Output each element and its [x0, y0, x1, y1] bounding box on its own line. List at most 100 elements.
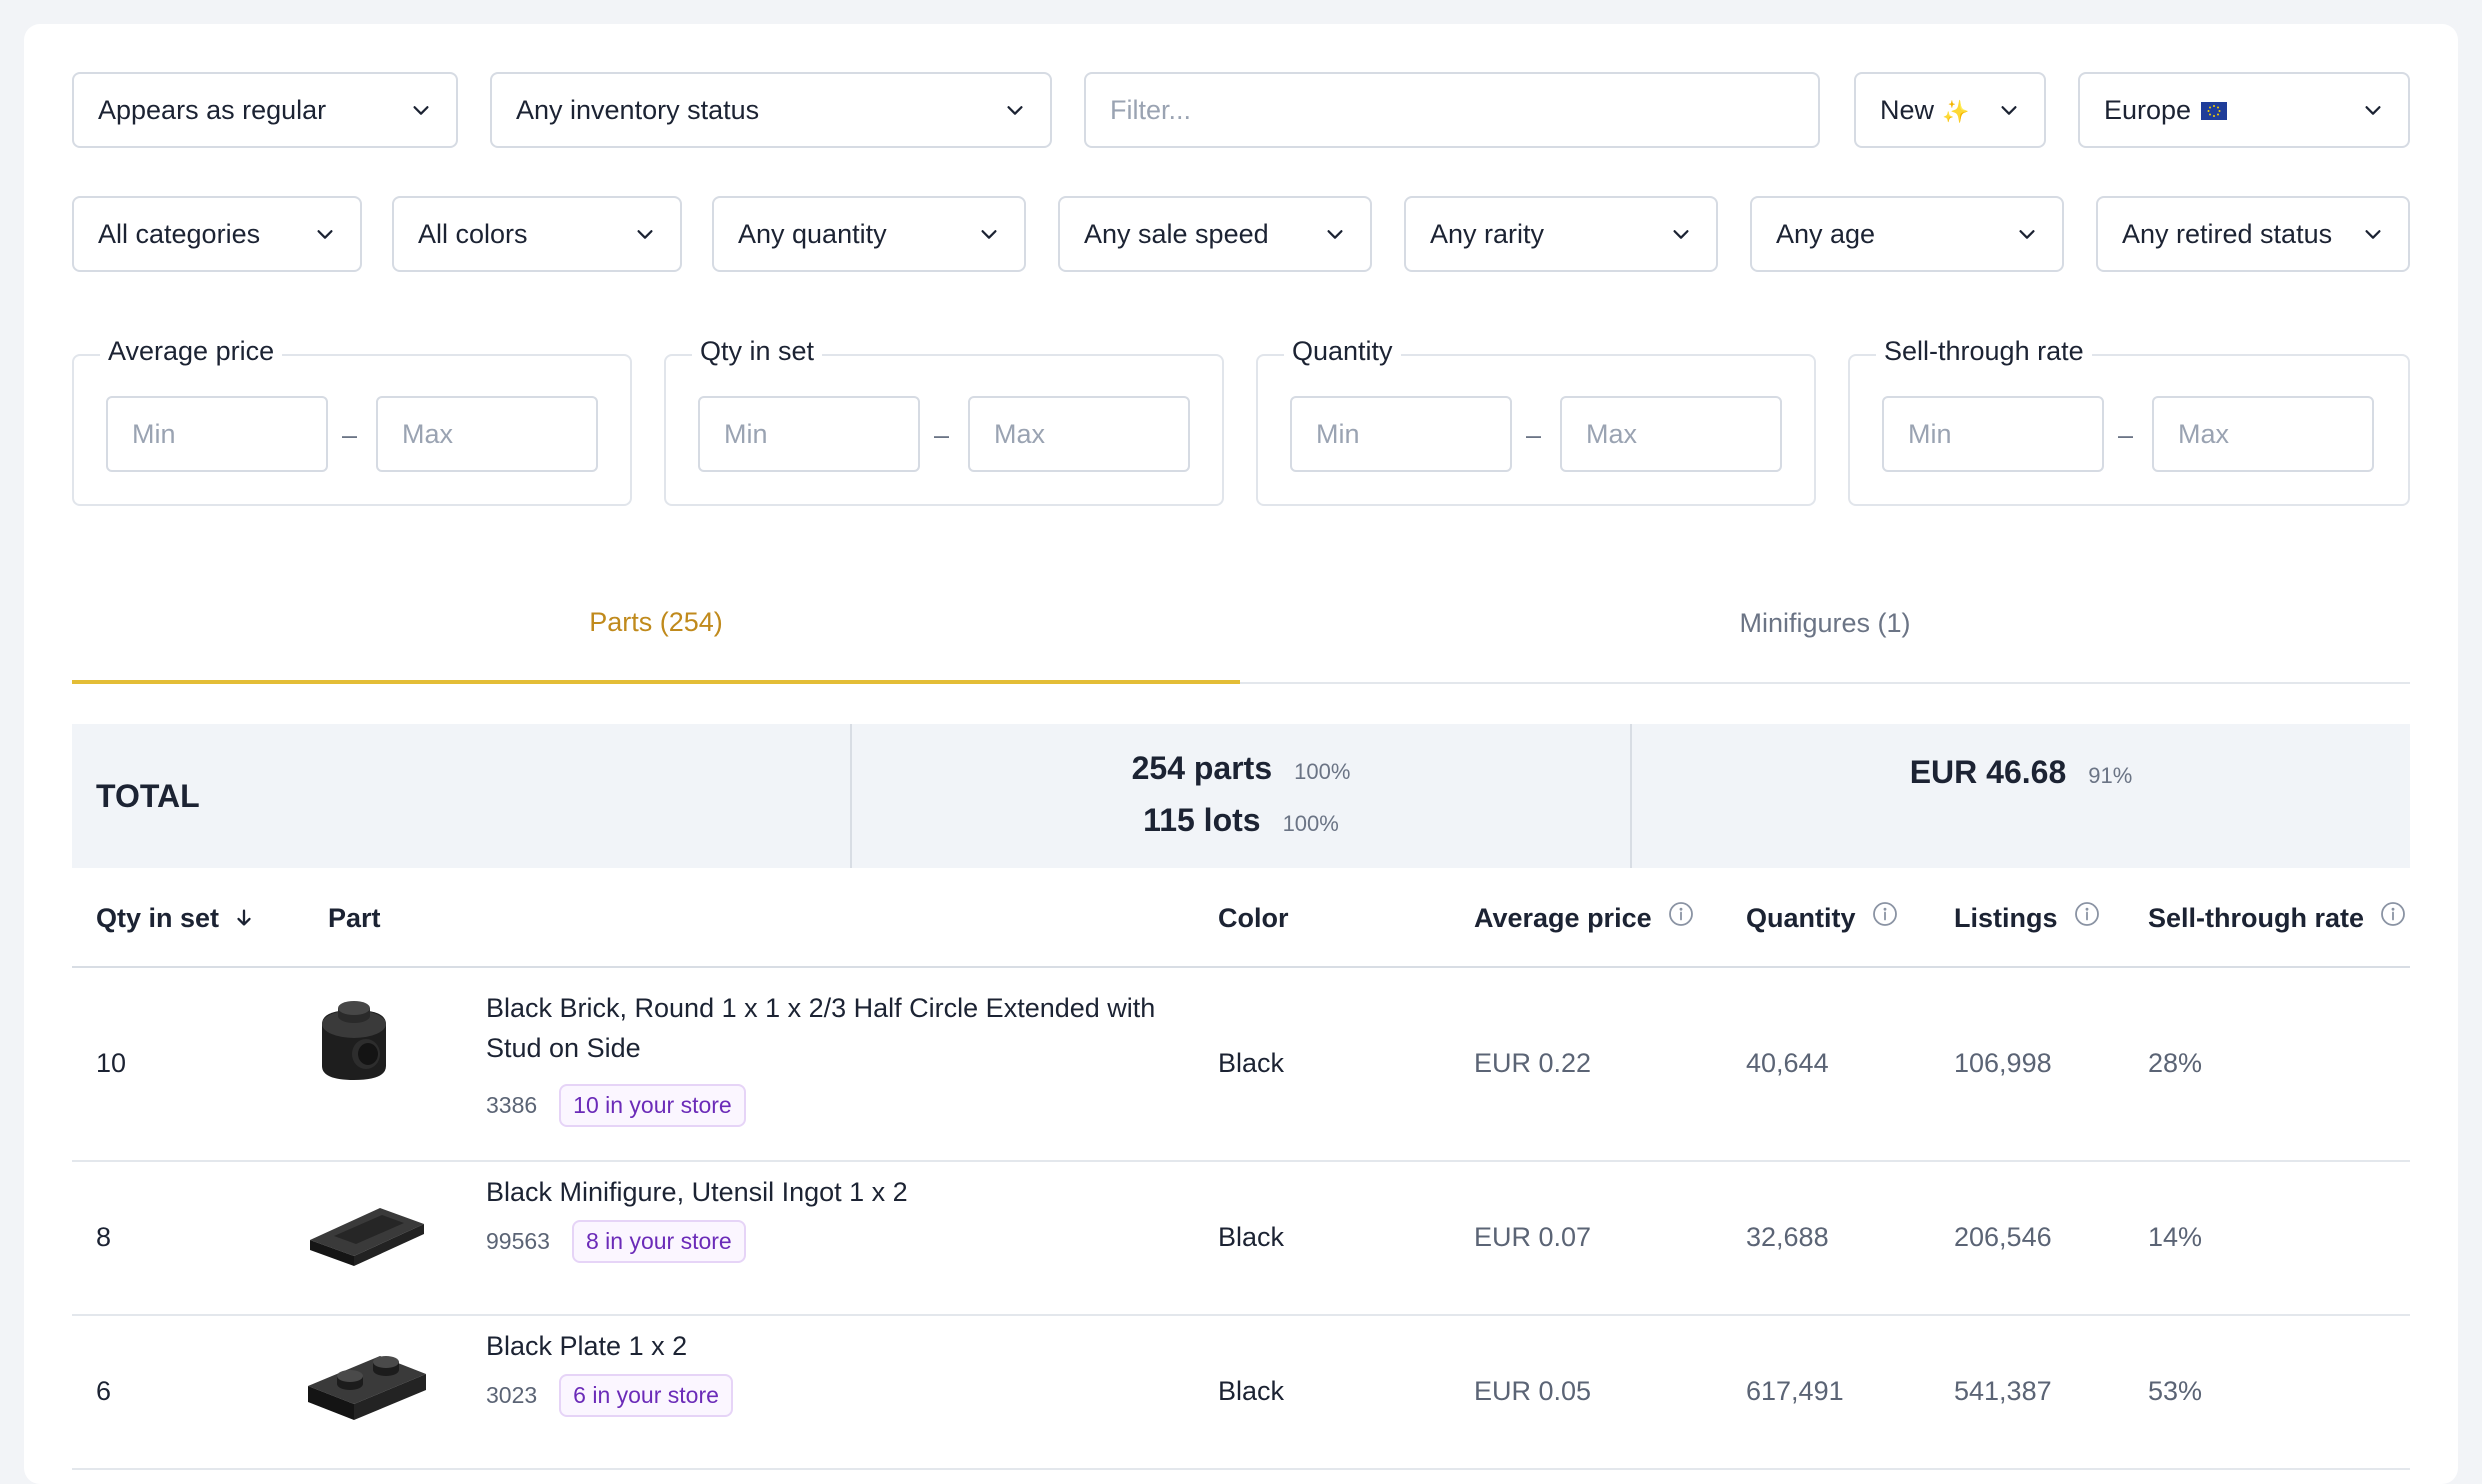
row-color: Black — [1218, 1222, 1285, 1252]
qty-in-set-min-input[interactable] — [698, 396, 920, 472]
appearance-select[interactable]: Appears as regular — [72, 72, 458, 148]
total-summary: TOTAL 254 parts 100% 115 lots 100% EUR 4… — [72, 724, 2410, 868]
region-select-label: Europe — [2104, 94, 2192, 125]
table-row[interactable]: 6 Black Plate 1 x 2 3023 6 in your store… — [72, 1316, 2410, 1470]
chevron-down-icon — [2365, 106, 2381, 115]
row-average-price: EUR 0.22 — [1474, 1048, 1592, 1078]
total-lots-pct: 100% — [1282, 811, 1339, 836]
in-store-badge[interactable]: 6 in your store — [559, 1374, 733, 1417]
qty-in-set-max-input[interactable] — [968, 396, 1190, 472]
part-meta: 3023 6 in your store — [486, 1374, 733, 1417]
inventory-status-select[interactable]: Any inventory status — [490, 72, 1052, 148]
quantity-range: Quantity – — [1256, 336, 1816, 506]
range-legend: Qty in set — [692, 336, 823, 367]
sell-through-min-input[interactable] — [1882, 396, 2104, 472]
part-name[interactable]: Black Plate 1 x 2 — [486, 1331, 688, 1361]
row-qty: 10 — [96, 1048, 127, 1078]
range-separator: – — [934, 420, 950, 450]
table-header: Qty in set Part Color Average price Quan… — [72, 868, 2410, 968]
part-name[interactable]: Black Brick, Round 1 x 1 x 2/3 Half Circ… — [486, 993, 1156, 1063]
table-row[interactable]: 8 Black Minifigure, Utensil Ingot 1 x 2 … — [72, 1162, 2410, 1316]
row-color: Black — [1218, 1048, 1285, 1078]
info-icon[interactable] — [1668, 901, 1694, 927]
column-part[interactable]: Part — [328, 868, 381, 968]
condition-select-label: New — [1880, 94, 1935, 125]
row-color: Black — [1218, 1376, 1285, 1406]
column-average-price-label: Average price — [1474, 902, 1652, 933]
row-listings: 106,998 — [1954, 1048, 2052, 1078]
column-quantity-label: Quantity — [1746, 902, 1856, 933]
chevron-down-icon — [981, 230, 997, 239]
row-quantity: 617,491 — [1746, 1376, 1844, 1406]
rarity-select-label: Any rarity — [1430, 218, 1545, 249]
total-label-cell: TOTAL — [72, 724, 850, 868]
column-listings-label: Listings — [1954, 902, 2058, 933]
part-number: 99563 — [486, 1228, 550, 1254]
row-sell-through: 14% — [2148, 1222, 2203, 1252]
row-sell-through: 28% — [2148, 1048, 2203, 1078]
row-sell-through: 53% — [2148, 1376, 2203, 1406]
row-average-price: EUR 0.07 — [1474, 1222, 1592, 1252]
age-select-label: Any age — [1776, 218, 1876, 249]
row-qty: 6 — [96, 1376, 112, 1406]
condition-select[interactable]: New ✨ — [1854, 72, 2046, 148]
round-brick-with-side-stud-icon[interactable] — [304, 988, 404, 1088]
sell-through-range: Sell-through rate – — [1848, 336, 2410, 506]
age-select[interactable]: Any age — [1750, 196, 2064, 272]
column-color[interactable]: Color — [1218, 868, 1289, 968]
row-quantity: 40,644 — [1746, 1048, 1829, 1078]
category-select[interactable]: All categories — [72, 196, 362, 272]
part-number: 3023 — [486, 1382, 538, 1408]
rarity-select[interactable]: Any rarity — [1404, 196, 1718, 272]
color-select[interactable]: All colors — [392, 196, 682, 272]
row-listings: 541,387 — [1954, 1376, 2052, 1406]
chevron-down-icon — [637, 230, 653, 239]
info-icon[interactable] — [1872, 901, 1898, 927]
row-quantity: 32,688 — [1746, 1222, 1829, 1252]
total-value: EUR 46.68 — [1909, 754, 2067, 790]
column-quantity[interactable]: Quantity — [1746, 868, 1898, 968]
table-row[interactable]: 10 Black Brick, Round 1 x 1 x 2/3 Half C… — [72, 968, 2410, 1162]
sort-descending-icon — [237, 909, 251, 926]
column-listings[interactable]: Listings — [1954, 868, 2100, 968]
column-qty-in-set[interactable]: Qty in set — [96, 868, 255, 968]
column-sell-through-rate[interactable]: Sell-through rate — [2148, 868, 2406, 968]
row-qty: 8 — [96, 1222, 112, 1252]
filter-search-input[interactable] — [1084, 72, 1820, 148]
column-average-price[interactable]: Average price — [1474, 868, 1694, 968]
info-icon[interactable] — [2380, 901, 2406, 927]
average-price-min-input[interactable] — [106, 396, 328, 472]
sale-speed-select[interactable]: Any sale speed — [1058, 196, 1372, 272]
chevron-down-icon — [317, 230, 333, 239]
part-name[interactable]: Black Minifigure, Utensil Ingot 1 x 2 — [486, 1177, 908, 1207]
plate-1x2-icon[interactable] — [304, 1342, 430, 1428]
total-value-pct: 91% — [2088, 763, 2133, 788]
tab-minifigures-label: Minifigures (1) — [1739, 607, 1911, 638]
in-store-badge[interactable]: 8 in your store — [571, 1220, 746, 1263]
ingot-icon[interactable] — [304, 1190, 430, 1270]
info-icon[interactable] — [2074, 901, 2100, 927]
chevron-down-icon — [1007, 106, 1023, 115]
row-listings: 206,546 — [1954, 1222, 2052, 1252]
qty-in-set-range: Qty in set – — [664, 336, 1224, 506]
total-parts: 254 parts — [1131, 750, 1273, 786]
inventory-status-select-label: Any inventory status — [516, 94, 760, 125]
column-sell-through-rate-label: Sell-through rate — [2148, 902, 2365, 933]
total-value-cell: EUR 46.68 91% — [1630, 724, 2410, 868]
in-store-badge[interactable]: 10 in your store — [559, 1084, 746, 1127]
tab-minifigures[interactable]: Minifigures (1) — [1240, 564, 2410, 684]
quantity-max-input[interactable] — [1560, 396, 1782, 472]
appearance-select-label: Appears as regular — [98, 94, 327, 125]
sell-through-max-input[interactable] — [2152, 396, 2374, 472]
content-card: Appears as regular Any inventory status … — [24, 24, 2458, 1484]
average-price-max-input[interactable] — [376, 396, 598, 472]
quantity-select[interactable]: Any quantity — [712, 196, 1026, 272]
category-select-label: All categories — [98, 218, 261, 249]
range-legend: Average price — [100, 336, 283, 367]
chevron-down-icon — [2019, 230, 2035, 239]
column-qty-in-set-label: Qty in set — [96, 902, 220, 933]
tab-parts[interactable]: Parts (254) — [72, 564, 1240, 684]
region-select[interactable]: Europe — [2078, 72, 2410, 148]
quantity-min-input[interactable] — [1290, 396, 1512, 472]
retired-status-select[interactable]: Any retired status — [2096, 196, 2410, 272]
